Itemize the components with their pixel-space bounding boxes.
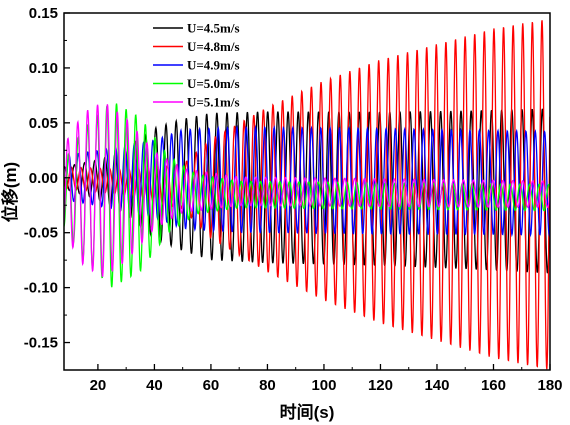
y-tick-label: 0.15 [29, 5, 58, 22]
y-tick-label: 0.00 [29, 170, 58, 187]
x-tick-label: 40 [146, 377, 163, 394]
y-axis-title: 位移(m) [0, 162, 20, 222]
series-layer [64, 20, 550, 370]
plot-frame [63, 12, 551, 371]
legend-label-3: U=4.9m/s [187, 58, 240, 73]
legend-label-2: U=4.8m/s [187, 39, 240, 54]
legend-label-4: U=5.0m/s [187, 76, 240, 91]
series-line-5 [64, 104, 550, 278]
x-tick-label: 120 [368, 377, 393, 394]
x-tick-label: 140 [424, 377, 449, 394]
x-tick-label: 80 [259, 377, 276, 394]
series-line-3 [64, 124, 550, 238]
y-tick-label: 0.05 [29, 115, 58, 132]
x-axis-title: 时间(s) [280, 402, 335, 422]
y-tick-label: -0.05 [24, 225, 58, 242]
y-tick-label: -0.10 [24, 280, 58, 297]
legend: U=4.5m/s U=4.8m/s U=4.9m/s U=5.0m/s U=5.1m/s [153, 21, 240, 110]
legend-label-1: U=4.5m/s [187, 21, 240, 36]
x-tick-label: 60 [203, 377, 220, 394]
x-tick-label: 180 [537, 377, 562, 394]
x-tick-label: 100 [311, 377, 336, 394]
axis-ticks: 20 40 60 80 100 120 140 160 180 0.15 0.10 0.05 0.00 -… [24, 5, 563, 394]
series-line-1 [64, 108, 550, 274]
y-tick-label: -0.15 [24, 335, 58, 352]
x-tick-label: 20 [90, 377, 107, 394]
y-tick-label: 0.10 [29, 60, 58, 77]
x-tick-label: 160 [481, 377, 506, 394]
legend-label-5: U=5.1m/s [187, 95, 240, 110]
